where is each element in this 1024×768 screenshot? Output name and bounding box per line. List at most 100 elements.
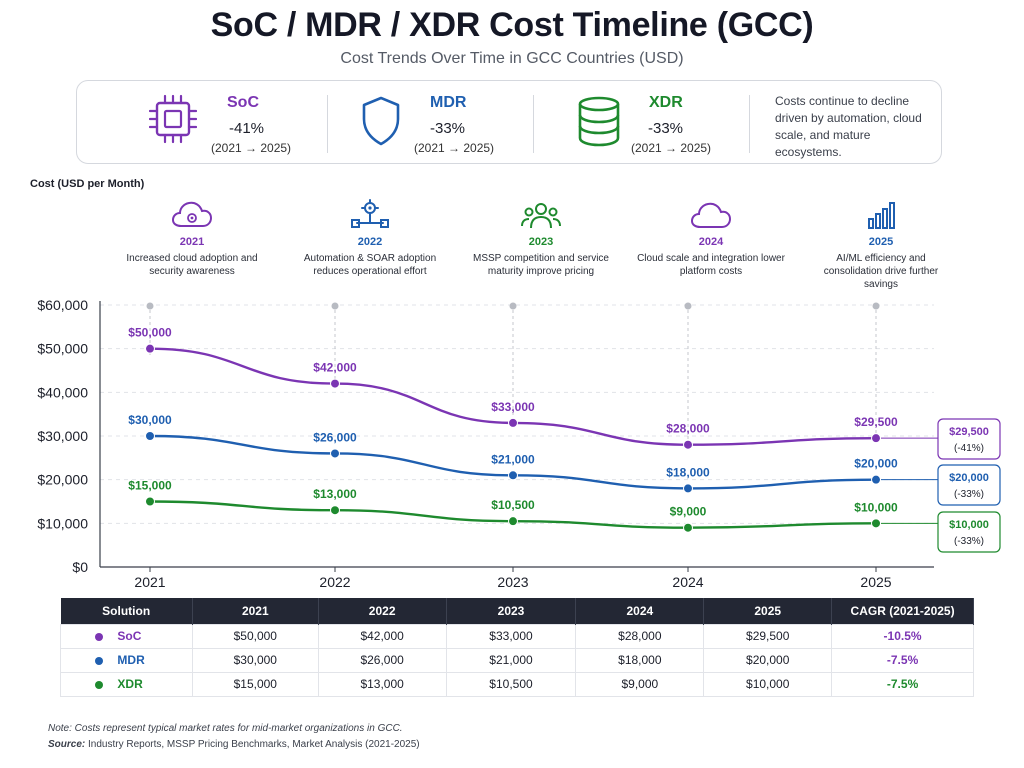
table-cell: $26,000 (317, 647, 447, 673)
solution-name: SoC (117, 629, 142, 643)
source-text: Industry Reports, MSSP Pricing Benchmark… (88, 739, 420, 750)
data-label-xdr: $15,000 (128, 479, 172, 493)
database-icon (576, 95, 622, 152)
table-cell: $28,000 (575, 623, 705, 649)
data-label-xdr: $13,000 (313, 487, 357, 501)
data-point-xdr (330, 505, 340, 516)
data-label-mdr: $21,000 (491, 452, 535, 466)
table-header: Solution (60, 598, 193, 624)
data-label-mdr: $26,000 (313, 430, 357, 444)
data-point-soc (145, 343, 155, 354)
table-cell: $10,000 (703, 671, 833, 697)
y-tick-label: $40,000 (37, 384, 88, 400)
data-point-xdr (683, 522, 693, 533)
data-point-soc (871, 433, 881, 444)
divider (327, 95, 328, 153)
summary-mdr-pct: -33% (430, 120, 466, 137)
table-cell: $30,000 (191, 647, 319, 673)
y-tick-label: $30,000 (37, 428, 88, 444)
data-point-xdr (145, 496, 155, 507)
milestone-anchor-dot (331, 302, 339, 310)
data-label-xdr: $10,500 (491, 498, 535, 512)
cloud-icon (636, 198, 786, 234)
cagr-cell: -7.5% (831, 671, 974, 697)
data-label-mdr: $30,000 (128, 413, 172, 427)
shield-icon (360, 95, 402, 152)
x-tick-label: 2025 (860, 574, 891, 590)
automation-icon (295, 198, 445, 234)
table-cell: $10,500 (445, 671, 577, 697)
summary-xdr-name: XDR (649, 94, 683, 111)
table-cell: $15,000 (191, 671, 319, 697)
cloud-gear-icon (117, 198, 267, 234)
data-label-mdr: $18,000 (666, 465, 710, 479)
x-tick-label: 2023 (497, 574, 528, 590)
y-tick-label: $10,000 (37, 515, 88, 531)
table-row: XDR $15,000 $13,000 $10,500 $9,000 $10,0… (60, 671, 974, 697)
milestone-year: 2024 (698, 236, 724, 248)
table-header: 2023 (446, 598, 577, 624)
summary-soc-name: SoC (227, 94, 259, 111)
milestone-2024: 2024 Cloud scale and integration lower p… (636, 198, 786, 278)
table-cell: $33,000 (445, 623, 577, 649)
solution-name: MDR (117, 653, 145, 667)
data-label-soc: $42,000 (313, 361, 357, 375)
end-callout-box (937, 511, 1001, 553)
milestone-text: Cloud scale and integration lower platfo… (637, 253, 785, 277)
data-label-xdr: $9,000 (670, 505, 707, 519)
data-point-mdr (145, 431, 155, 441)
milestone-year: 2023 (528, 236, 554, 248)
milestone-anchor-dot (872, 302, 880, 310)
table-cell: $18,000 (575, 647, 705, 673)
summary-mdr-range: (2021 → 2025) (414, 141, 495, 155)
x-tick-label: 2022 (319, 574, 350, 590)
summary-panel: SoC -41% (2021 → 2025) MDR -33% (2021 → … (76, 80, 942, 164)
y-axis-title: Cost (USD per Month) (30, 178, 145, 190)
data-point-mdr (330, 448, 340, 459)
end-callout-value: $20,000 (949, 472, 989, 484)
data-label-mdr: $20,000 (854, 457, 898, 471)
milestone-text: MSSP competition and service maturity im… (473, 253, 609, 277)
summary-note: Costs continue to decline driven by auto… (775, 94, 922, 159)
legend-dot (95, 656, 104, 665)
end-callout-value: $29,500 (949, 426, 989, 438)
milestone-anchor-dot (509, 302, 517, 310)
data-point-xdr (508, 516, 518, 527)
data-point-soc (508, 417, 518, 428)
table-header: 2025 (703, 598, 833, 624)
y-tick-label: $50,000 (37, 341, 88, 357)
end-callout-pct: (-41%) (954, 443, 984, 454)
data-label-soc: $33,000 (491, 400, 535, 414)
table-header: 2024 (575, 598, 705, 624)
page-subtitle: Cost Trends Over Time in GCC Countries (… (340, 50, 684, 67)
table-cell: $50,000 (191, 623, 319, 649)
data-point-mdr (508, 470, 518, 481)
table-cell: $29,500 (703, 623, 833, 649)
solution-cell: XDR (60, 671, 193, 697)
data-label-soc: $50,000 (128, 326, 172, 340)
cagr-cell: -10.5% (831, 623, 974, 649)
summary-item-xdr: XDR -33% (2021 → 2025) (534, 81, 749, 165)
cost-line-chart: $0 $10,000 $20,000 $30,000 $40,000 $50,000 $60… (37, 297, 1001, 590)
milestone-text: Increased cloud adoption and security aw… (126, 253, 258, 277)
footnote: Note: Costs represent typical market rat… (48, 723, 403, 734)
table-header: 2021 (192, 598, 319, 624)
page-title: SoC / MDR / XDR Cost Timeline (GCC) (210, 6, 814, 44)
end-callout-box (937, 418, 1001, 460)
bar-chart-icon (806, 198, 956, 234)
milestone-year: 2021 (179, 236, 205, 248)
table-row: SoC $50,000 $42,000 $33,000 $28,000 $29,… (60, 623, 974, 649)
solution-cell: MDR (60, 647, 193, 673)
end-callout-pct: (-33%) (954, 489, 984, 500)
milestone-anchor-dot (146, 302, 154, 310)
data-point-mdr (683, 483, 693, 494)
milestone-year: 2025 (868, 236, 894, 248)
data-point-xdr (871, 518, 881, 529)
table-cell: $9,000 (575, 671, 705, 697)
data-point-soc (330, 378, 340, 389)
milestone-2023: 2023 MSSP competition and service maturi… (466, 198, 616, 278)
divider (533, 95, 534, 153)
end-callout-pct: (-33%) (954, 536, 984, 547)
table-cell: $20,000 (703, 647, 833, 673)
cost-table: Solution 2021 2022 2023 2024 2025 CAGR (… (60, 598, 974, 697)
